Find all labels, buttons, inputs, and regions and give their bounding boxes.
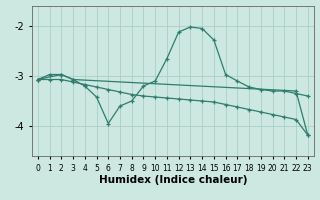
X-axis label: Humidex (Indice chaleur): Humidex (Indice chaleur) xyxy=(99,175,247,185)
